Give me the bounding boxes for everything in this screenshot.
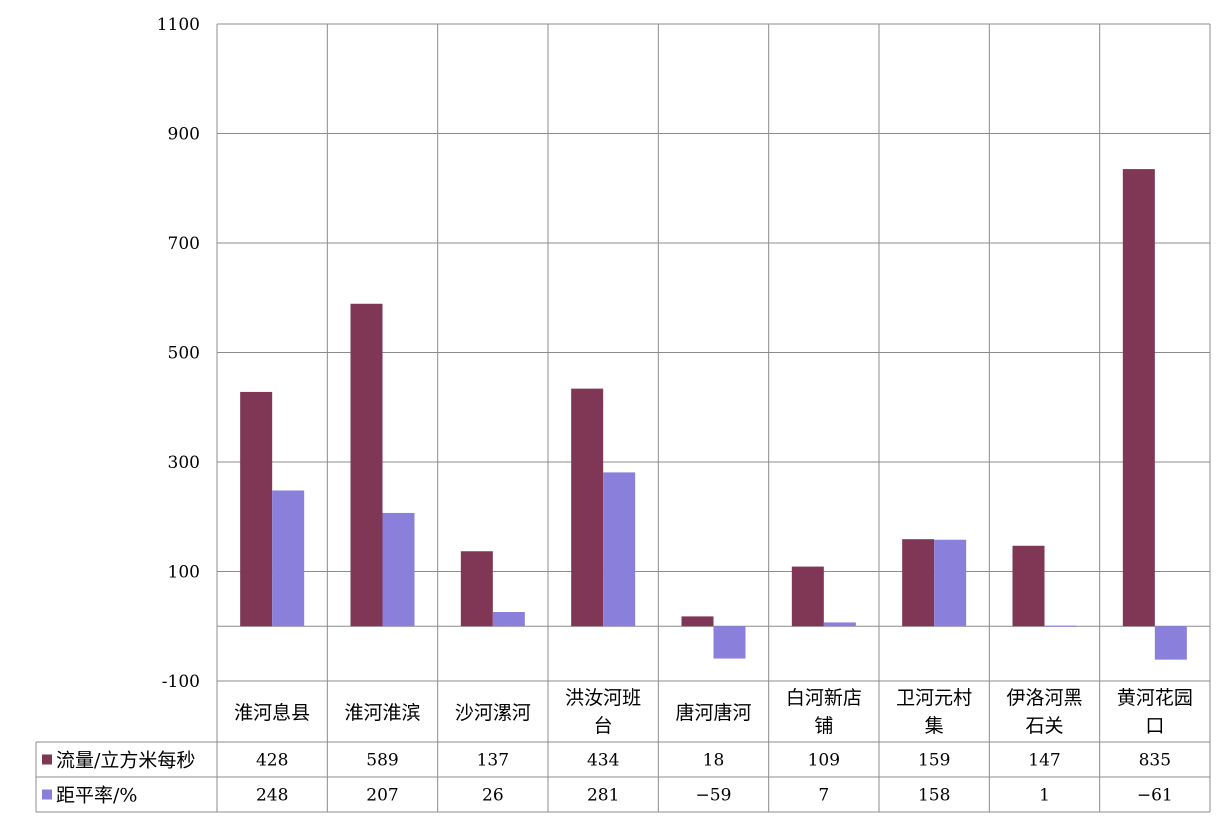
bar — [1122, 169, 1155, 627]
data-label: 434 — [587, 751, 619, 771]
y-tick-label: 900 — [168, 125, 200, 145]
category-label: 沙河漯河 — [455, 702, 531, 724]
bar — [934, 539, 967, 627]
category-label: 淮河淮滨 — [344, 702, 420, 724]
data-label: 18 — [703, 751, 725, 771]
data-label: 137 — [477, 751, 509, 771]
category-label: 伊洛河黑 — [1006, 687, 1082, 709]
bar — [571, 388, 604, 627]
data-label: 159 — [918, 751, 950, 771]
data-label: −59 — [696, 786, 732, 806]
data-label: 428 — [256, 751, 288, 771]
category-label: 黄河花园 — [1117, 687, 1193, 709]
category-label: 洪汝河班 — [565, 687, 641, 709]
category-label: 台 — [594, 715, 613, 737]
y-axis: -100 100 300 500 700 900 1100 — [157, 15, 200, 692]
bar — [1154, 626, 1187, 660]
data-label: 147 — [1028, 751, 1060, 771]
bar — [681, 616, 714, 627]
category-label: 集 — [925, 715, 944, 737]
legend-label: 流量/立方米每秒 — [56, 750, 195, 772]
y-tick-label: 1100 — [157, 15, 200, 35]
category-label: 白河新店 — [786, 687, 862, 709]
bar — [460, 551, 493, 627]
y-tick-label: 300 — [168, 453, 200, 473]
data-label: −61 — [1137, 786, 1173, 806]
y-tick-label: 100 — [168, 563, 200, 583]
category-label: 卫河元村 — [896, 687, 972, 709]
bar — [350, 303, 383, 627]
bar — [603, 472, 636, 627]
bar — [902, 539, 935, 627]
data-label: 1 — [1039, 786, 1050, 806]
bar — [823, 622, 856, 627]
y-tick-label: 700 — [168, 234, 200, 254]
category-label: 淮河息县 — [234, 702, 310, 724]
gridlines — [216, 23, 1211, 812]
bar — [240, 391, 273, 627]
bar — [492, 612, 525, 627]
data-label: 281 — [587, 786, 619, 806]
y-tick-label: -100 — [162, 672, 200, 692]
bars — [240, 169, 1187, 660]
data-label: 248 — [256, 786, 288, 806]
category-label: 石关 — [1025, 715, 1063, 737]
data-label: 589 — [366, 751, 398, 771]
legend-label: 距平率/% — [56, 785, 137, 807]
bar — [382, 512, 415, 627]
data-label: 207 — [366, 786, 398, 806]
data-label: 26 — [482, 786, 504, 806]
category-label: 铺 — [814, 715, 833, 737]
data-label: 7 — [818, 786, 829, 806]
data-label: 835 — [1139, 751, 1171, 771]
data-label: 109 — [808, 751, 840, 771]
legend-swatch — [42, 789, 52, 800]
y-tick-label: 500 — [168, 344, 200, 364]
bar — [1044, 625, 1077, 627]
legend-swatch — [42, 754, 52, 765]
bar — [791, 566, 824, 627]
category-label: 唐河唐河 — [675, 702, 751, 724]
bar — [272, 490, 305, 627]
category-label: 口 — [1145, 715, 1164, 737]
bar — [713, 626, 746, 659]
bar — [1012, 545, 1045, 627]
data-label: 158 — [918, 786, 950, 806]
